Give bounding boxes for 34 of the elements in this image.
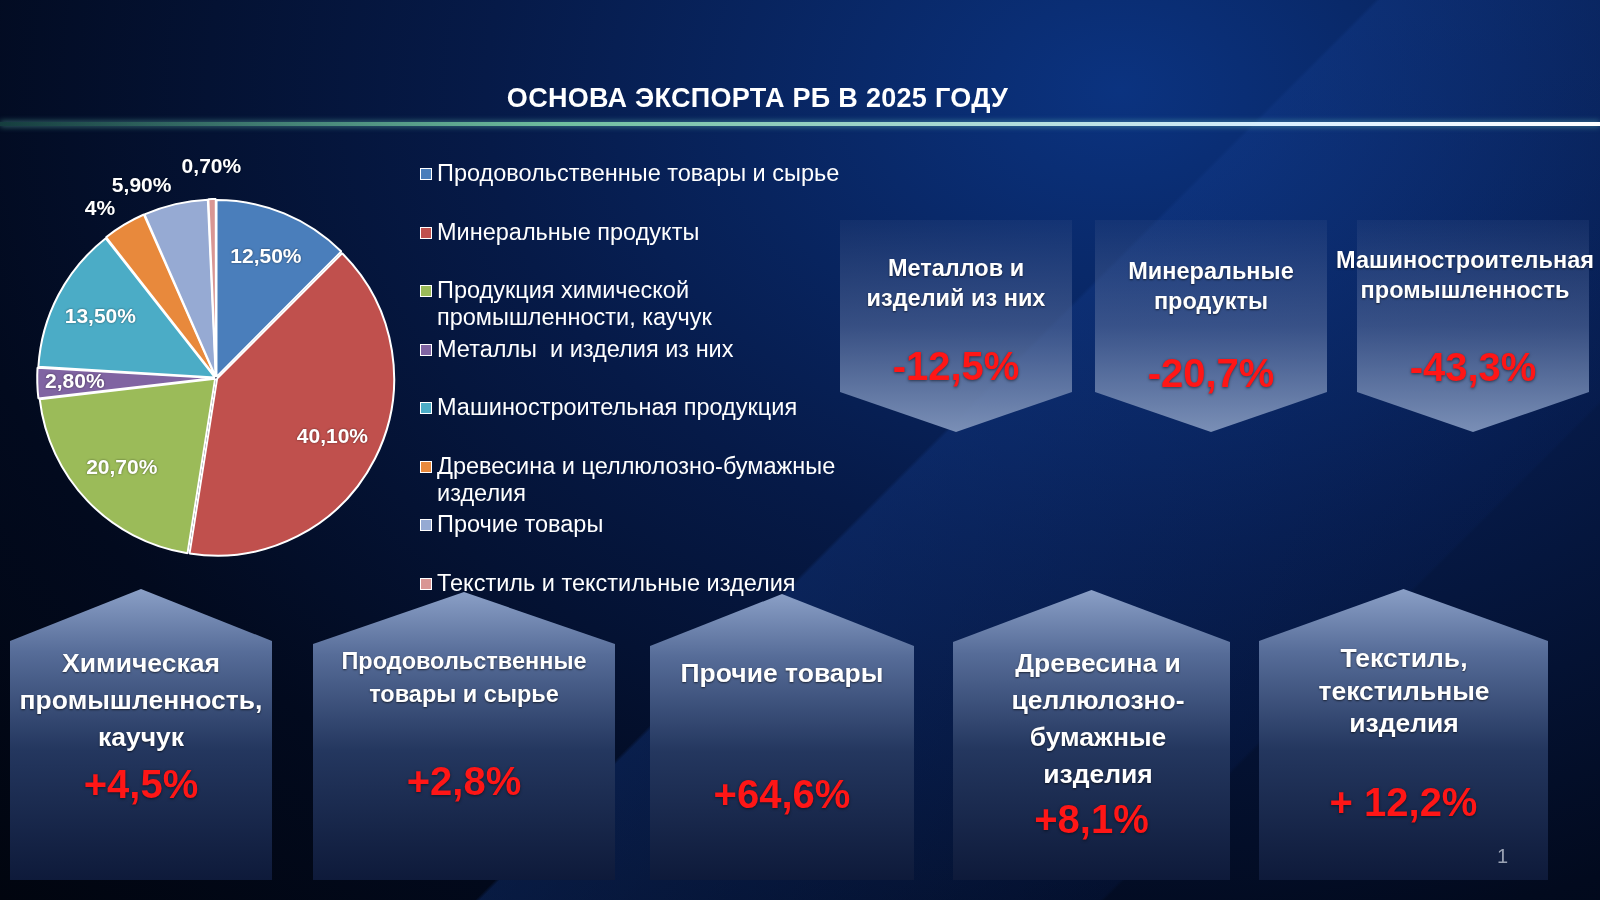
legend-label: Минеральные продукты xyxy=(437,218,700,246)
text: Древесина и целлюлозно-бумажные изделия xyxy=(1010,647,1186,791)
text: +8,1% xyxy=(1033,797,1150,842)
text: Химическая промышленность, каучук xyxy=(18,647,264,754)
legend-label: Металлы и изделия из них xyxy=(437,335,734,363)
data-label: 20,70% xyxy=(86,455,158,479)
text: -12,5% xyxy=(891,344,1021,389)
legend-label: Продукция химической промышленности, каучук xyxy=(437,277,713,331)
text: Минеральные продукты xyxy=(1127,257,1295,316)
legend-label: Продовольственные товары и сырье xyxy=(437,160,840,187)
text: Текстиль, текстильные изделия xyxy=(1317,642,1491,740)
text: +64,6% xyxy=(712,772,852,817)
legend-label: Прочие товары xyxy=(437,511,604,538)
text: +4,5% xyxy=(82,762,200,807)
data-label: 0,70% xyxy=(181,154,242,178)
text: Продовольственные товары и сырье xyxy=(340,647,588,709)
text: Прочие товары xyxy=(679,657,885,690)
text: -20,7% xyxy=(1146,351,1276,396)
text: + 12,2% xyxy=(1328,780,1479,825)
chart-title: ОСНОВА ЭКСПОРТА РБ В 2025 ГОДУ xyxy=(505,83,1010,114)
text: Машиностроительная промышленность xyxy=(1335,246,1595,305)
legend-label: Машиностроительная продукция xyxy=(437,394,798,421)
data-label: 4% xyxy=(84,196,116,220)
data-label: 5,90% xyxy=(111,173,172,197)
data-label: 13,50% xyxy=(64,304,137,328)
text: +2,8% xyxy=(405,759,523,804)
data-label: 2,80% xyxy=(45,368,105,392)
legend-label: Древесина и целлюлозно-бумажные изделия xyxy=(437,452,837,507)
data-label: 12,50% xyxy=(230,244,302,268)
text: -43,3% xyxy=(1408,345,1538,390)
text: 1 xyxy=(1496,845,1508,868)
data-label: 40,10% xyxy=(296,423,369,447)
legend-label: Текстиль и текстильные изделия xyxy=(437,569,796,597)
text: Металлов и изделий из них xyxy=(865,254,1047,313)
